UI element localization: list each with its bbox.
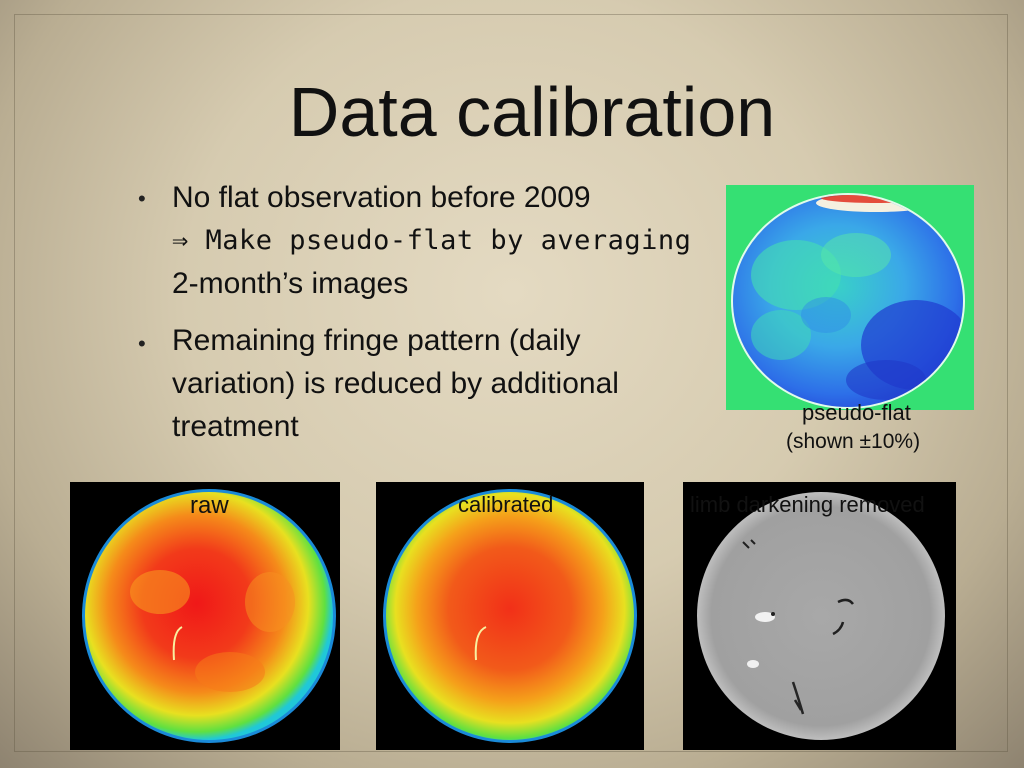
bullet-dot-1: •	[138, 186, 146, 211]
bullet-1-line-1: No flat observation before 2009	[172, 181, 591, 214]
pseudo-flat-image	[726, 185, 974, 410]
bullet-2-line-3: treatment	[172, 410, 299, 443]
slide-title: Data calibration	[288, 73, 776, 151]
bullet-1-line-3: 2-month’s images	[172, 267, 409, 300]
calibrated-label: calibrated	[458, 492, 554, 517]
bullet-1-line-2: ⇒ Make pseudo-flat by averaging	[172, 225, 692, 256]
limb-darkening-removed-image	[683, 482, 956, 750]
bullet-2: Remaining fringe pattern (daily variatio…	[172, 319, 732, 448]
bullet-dot-2: •	[138, 331, 146, 356]
pseudo-flat-label: pseudo-flat	[802, 400, 911, 425]
slide-frame	[14, 14, 1008, 752]
raw-label: raw	[190, 492, 229, 519]
pseudo-flat-caption: (shown ±10%)	[786, 430, 921, 453]
raw-image	[70, 482, 340, 750]
calibrated-image	[376, 482, 644, 750]
bullet-2-line-2: variation) is reduced by additional	[172, 367, 619, 400]
bullet-2-line-1: Remaining fringe pattern (daily	[172, 324, 581, 357]
limb-darkening-label: limb darkening removed	[690, 492, 925, 517]
bullet-1: No flat observation before 2009 ⇒ Make p…	[172, 176, 732, 305]
